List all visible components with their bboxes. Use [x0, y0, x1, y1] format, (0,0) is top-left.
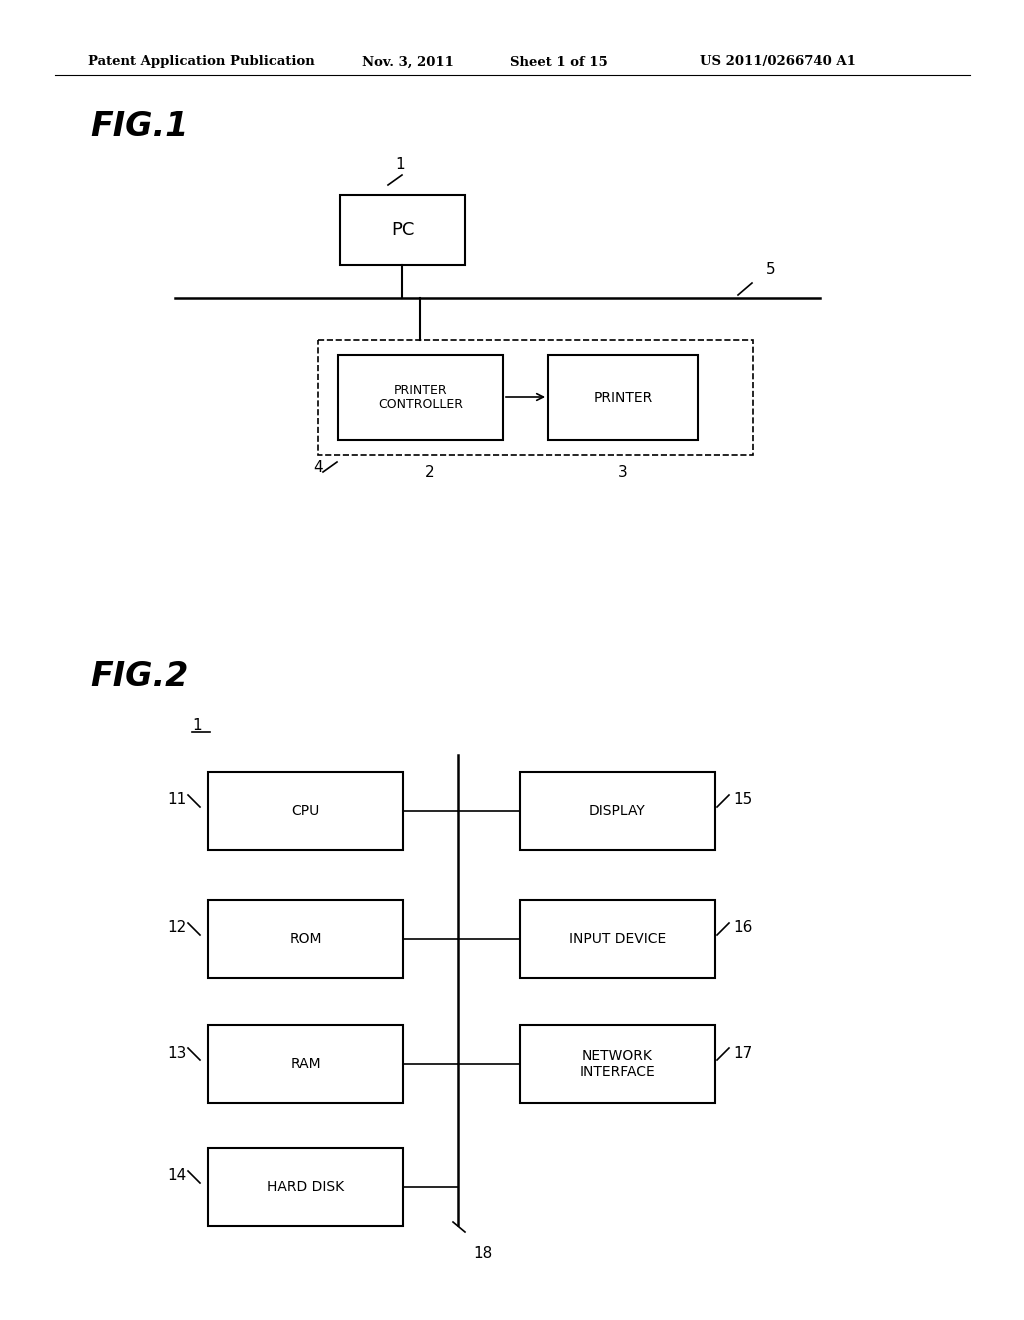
Text: 15: 15: [733, 792, 753, 808]
Text: PRINTER
CONTROLLER: PRINTER CONTROLLER: [378, 384, 463, 412]
Bar: [548, 355, 698, 440]
Bar: [520, 1026, 715, 1104]
Text: 14: 14: [168, 1168, 187, 1184]
Text: 17: 17: [733, 1045, 753, 1060]
Bar: [520, 900, 715, 978]
Text: 16: 16: [733, 920, 753, 936]
Text: 3: 3: [618, 465, 628, 480]
Text: CPU: CPU: [292, 804, 319, 818]
Text: HARD DISK: HARD DISK: [267, 1180, 344, 1195]
Text: 1: 1: [395, 157, 404, 172]
Text: FIG.1: FIG.1: [90, 110, 188, 143]
Bar: [520, 772, 715, 850]
Bar: [340, 195, 465, 265]
Bar: [208, 900, 403, 978]
Bar: [208, 1148, 403, 1226]
Text: RAM: RAM: [290, 1057, 321, 1071]
Bar: [318, 341, 753, 455]
Text: 12: 12: [168, 920, 187, 936]
Text: 2: 2: [425, 465, 435, 480]
Text: 4: 4: [313, 461, 323, 475]
Text: FIG.2: FIG.2: [90, 660, 188, 693]
Text: DISPLAY: DISPLAY: [589, 804, 646, 818]
Bar: [208, 772, 403, 850]
Text: Nov. 3, 2011: Nov. 3, 2011: [362, 55, 454, 69]
Text: ROM: ROM: [289, 932, 322, 946]
Bar: [338, 355, 503, 440]
Text: PC: PC: [391, 220, 414, 239]
Text: INPUT DEVICE: INPUT DEVICE: [569, 932, 667, 946]
Text: 1: 1: [193, 718, 202, 733]
Text: Sheet 1 of 15: Sheet 1 of 15: [510, 55, 608, 69]
Text: 5: 5: [766, 261, 775, 277]
Text: 13: 13: [168, 1045, 187, 1060]
Bar: [208, 1026, 403, 1104]
Text: 11: 11: [168, 792, 187, 808]
Text: US 2011/0266740 A1: US 2011/0266740 A1: [700, 55, 856, 69]
Text: 18: 18: [473, 1246, 493, 1261]
Text: NETWORK
INTERFACE: NETWORK INTERFACE: [580, 1049, 655, 1080]
Text: PRINTER: PRINTER: [593, 391, 652, 404]
Text: Patent Application Publication: Patent Application Publication: [88, 55, 314, 69]
